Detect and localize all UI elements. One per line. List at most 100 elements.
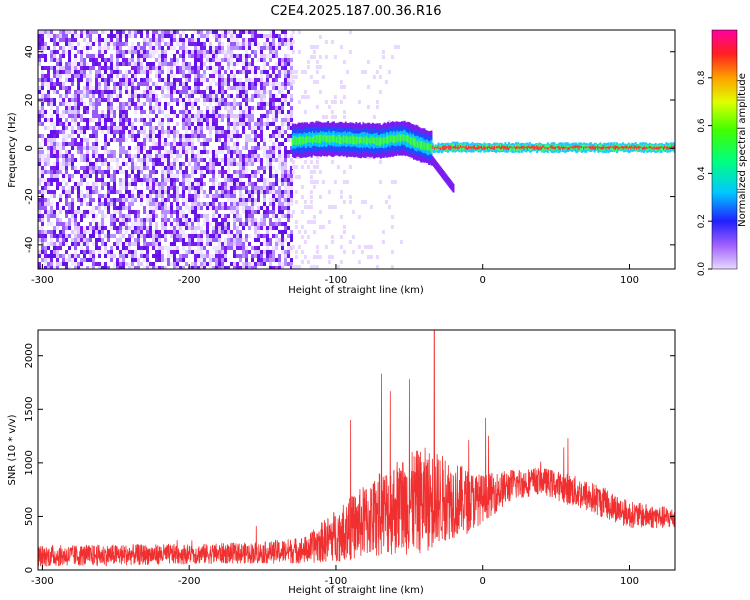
spectrogram-cell — [161, 166, 164, 170]
spectrogram-cell — [101, 126, 104, 130]
spectrogram-cell — [140, 246, 143, 250]
spectrogram-cell — [155, 126, 158, 130]
spectrogram-cell — [284, 86, 287, 90]
spectrogram-cell — [47, 158, 50, 162]
spectrogram-cell — [194, 126, 197, 130]
spectrogram-cell — [239, 78, 242, 82]
spectrogram-cell — [158, 162, 161, 166]
spectrogram-cell — [53, 98, 56, 102]
spectrogram-cell — [113, 122, 116, 126]
spectrogram-cell — [194, 170, 197, 174]
spectrogram-cell — [158, 254, 161, 258]
spectrogram-cell — [349, 136, 352, 144]
spectrogram-cell — [236, 130, 239, 134]
spectrogram-cell — [152, 134, 155, 138]
spectrogram-cell — [77, 74, 80, 78]
spectrogram-cell — [209, 158, 212, 162]
spectrogram-cell — [468, 145, 471, 150]
spectrogram-cell — [164, 166, 167, 170]
spectrogram-cell — [44, 66, 47, 70]
spectrogram-cell — [104, 94, 107, 98]
spectrogram-cell — [197, 238, 200, 242]
spectrogram-cell — [134, 78, 137, 82]
spectrogram-cell — [230, 186, 233, 190]
spectrogram-cell — [89, 190, 92, 194]
spectrogram-cell — [98, 178, 101, 182]
spectrogram-cell — [86, 50, 89, 54]
spectrogram-cell — [161, 190, 164, 194]
spectrogram-cell — [83, 158, 86, 162]
spectrogram-cell — [47, 102, 50, 106]
spectrogram-cell — [278, 198, 281, 202]
spectrogram-cell — [266, 34, 269, 38]
spectrogram-cell — [161, 34, 164, 38]
spectrogram-cell — [101, 98, 104, 102]
spectrogram-cell — [80, 234, 83, 238]
spectrogram-cell — [406, 134, 409, 143]
spectrogram-cell — [62, 134, 65, 138]
spectrogram-cell — [47, 46, 50, 50]
spectrogram-cell — [110, 74, 113, 78]
spectrogram-cell — [290, 158, 293, 162]
spectrogram-cell — [290, 238, 293, 242]
spectrogram-cell — [224, 82, 227, 86]
spectrogram-cell — [251, 130, 254, 134]
spectrogram-cell — [263, 86, 266, 90]
spectrogram-cell — [164, 218, 167, 222]
spectrogram-cell — [290, 174, 293, 178]
spectrogram-cell — [110, 246, 113, 250]
spectrogram-cell — [77, 62, 80, 66]
spectrogram-cell — [396, 45, 400, 49]
spectrogram-cell — [463, 146, 466, 148]
spectrogram-cell — [278, 130, 281, 134]
spectrogram-cell — [152, 126, 155, 130]
spectrogram-cell — [116, 202, 119, 206]
spectrogram-cell — [59, 30, 62, 34]
spectrogram-cell — [260, 118, 263, 122]
spectrogram-cell — [254, 198, 257, 202]
spectrogram-cell — [116, 66, 119, 70]
spectrogram-cell — [260, 218, 263, 222]
spectrogram-cell — [378, 90, 382, 94]
spectrogram-cell — [248, 178, 251, 182]
spectrogram-cell — [623, 146, 626, 150]
spectrogram-cell — [212, 30, 215, 34]
spectrogram-cell — [152, 166, 155, 170]
spectrogram-cell — [333, 180, 337, 184]
spectrogram-cell — [281, 190, 284, 194]
spectrogram-cell — [65, 126, 68, 130]
spectrogram-cell — [68, 114, 71, 118]
spectrogram-cell — [257, 246, 260, 250]
spectrogram-cell — [248, 126, 251, 130]
spectrogram-cell — [272, 258, 275, 262]
spectrogram-cell — [290, 150, 293, 154]
spectrogram-cell — [128, 250, 131, 254]
spectrogram-cell — [257, 66, 260, 70]
spectrogram-cell — [281, 38, 284, 42]
spectrogram-cell — [143, 158, 146, 162]
spectrogram-cell — [176, 86, 179, 90]
spectrogram-cell — [233, 82, 236, 86]
spectrogram-cell — [573, 145, 576, 149]
spectrogram-cell — [152, 50, 155, 54]
spectrogram-cell — [155, 42, 158, 46]
spectrogram-cell — [215, 254, 218, 258]
spectrogram-cell — [381, 240, 385, 244]
spectrogram-cell — [347, 136, 350, 144]
spectrogram-cell — [146, 78, 149, 82]
spectrogram-cell — [68, 162, 71, 166]
spectrogram-cell — [125, 226, 128, 230]
spectrogram-cell — [161, 234, 164, 238]
spectrogram-cell — [218, 86, 221, 90]
spectrogram-cell — [278, 154, 281, 158]
spectrogram-cell — [242, 66, 245, 70]
spectrogram-cell — [122, 102, 125, 106]
spectrogram-cell — [375, 137, 378, 145]
spectrogram-cell — [44, 230, 47, 234]
spectrogram-cell — [218, 46, 221, 50]
spectrogram-cell — [65, 202, 68, 206]
spectrogram-cell — [218, 182, 221, 186]
spectrogram-cell — [312, 170, 316, 174]
spectrogram-cell — [287, 114, 290, 118]
spectrogram-cell — [44, 110, 47, 114]
